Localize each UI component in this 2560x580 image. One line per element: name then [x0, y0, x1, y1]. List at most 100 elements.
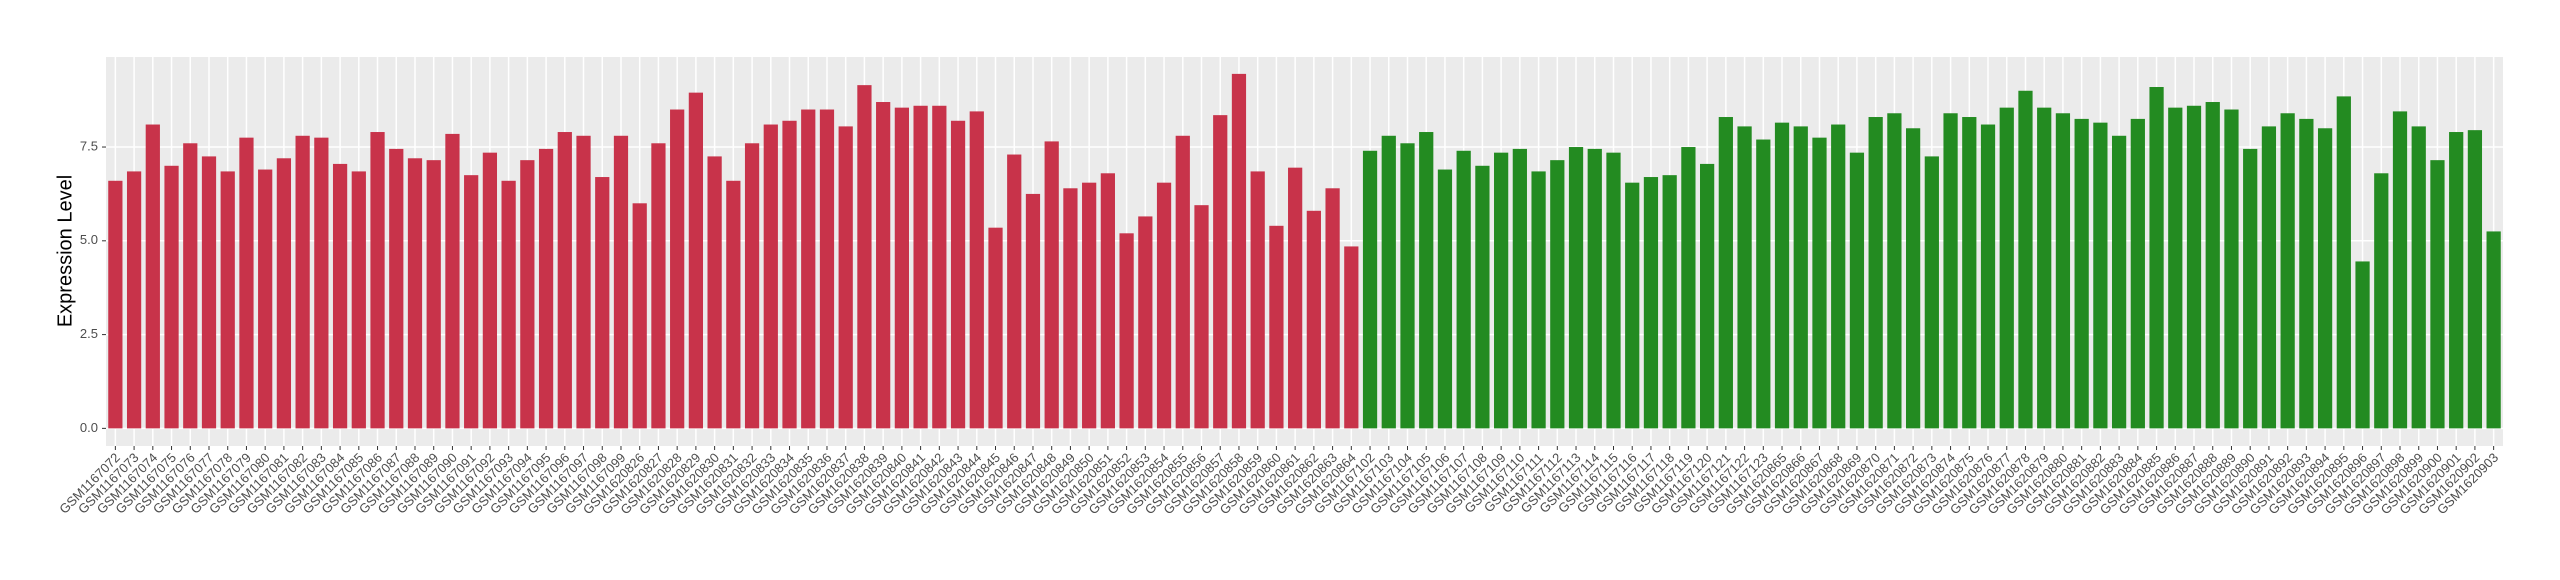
bar: [557, 132, 572, 429]
bar: [2130, 118, 2145, 429]
bar: [1025, 193, 1041, 429]
bar: [2336, 96, 2351, 429]
bar: [258, 169, 273, 429]
bar: [426, 160, 441, 429]
bar: [1831, 124, 1846, 429]
bar: [2486, 231, 2501, 429]
bar: [1250, 171, 1265, 429]
bar: [763, 124, 778, 429]
bar: [876, 102, 891, 429]
bar: [2355, 261, 2370, 429]
bar: [576, 135, 591, 429]
bar: [1999, 107, 2014, 429]
bar: [1381, 135, 1396, 429]
bar: [1288, 167, 1303, 429]
bar: [857, 85, 872, 429]
bar: [1905, 128, 1921, 429]
bar: [2449, 132, 2464, 429]
bar: [707, 156, 722, 429]
bar: [969, 111, 984, 429]
bar: [819, 109, 835, 429]
bar: [145, 124, 160, 429]
bar: [1156, 182, 1172, 429]
bar: [1774, 122, 1790, 429]
bar: [2317, 128, 2333, 429]
bar: [2018, 90, 2033, 429]
bar: [2411, 126, 2426, 429]
bar: [220, 171, 235, 429]
bar: [464, 175, 479, 429]
bar: [2111, 135, 2127, 429]
bar: [2280, 113, 2295, 429]
bar: [894, 107, 909, 429]
bar: [1568, 147, 1584, 429]
bar: [838, 126, 853, 429]
bar: [1868, 117, 1883, 429]
bar: [2467, 130, 2483, 429]
bar: [1849, 152, 1865, 429]
bar: [651, 143, 666, 429]
bar: [1044, 141, 1059, 429]
bar: [1344, 246, 1359, 429]
bar: [1325, 188, 1340, 429]
bar: [913, 105, 928, 429]
bar: [1269, 225, 1284, 429]
bar: [2299, 118, 2314, 429]
bar: [1512, 148, 1527, 429]
bar: [1456, 150, 1471, 429]
bar: [1606, 152, 1621, 429]
bar: [2149, 87, 2164, 429]
bar: [164, 165, 179, 429]
bar: [744, 143, 760, 429]
bar: [389, 148, 404, 429]
bar: [2261, 126, 2277, 429]
bar: [370, 132, 385, 429]
bar: [407, 158, 423, 429]
bar: [1812, 137, 1827, 429]
bar: [1100, 173, 1115, 429]
bar: [1962, 117, 1977, 429]
y-tick-label: 0.0: [80, 420, 98, 435]
bar: [239, 137, 254, 429]
bar: [1437, 169, 1453, 429]
bar: [108, 180, 123, 429]
bar: [2392, 111, 2408, 429]
bar: [1194, 205, 1209, 429]
bar: [183, 143, 198, 429]
bar: [801, 109, 816, 429]
bar: [1119, 233, 1134, 429]
bar: [1943, 113, 1958, 429]
bar: [726, 180, 741, 429]
bar: [1793, 126, 1808, 429]
bar: [445, 133, 460, 429]
bar: [1700, 163, 1715, 429]
bar: [295, 135, 310, 429]
bar: [2205, 102, 2220, 429]
bar: [1082, 182, 1097, 429]
bar: [1007, 154, 1022, 429]
bar: [1662, 175, 1677, 429]
bar: [2374, 173, 2389, 429]
bar: [1625, 182, 1640, 429]
bar: [613, 135, 629, 429]
bar: [1643, 177, 1659, 429]
bar: [332, 163, 348, 429]
bar: [1980, 124, 1996, 429]
y-tick-label: 2.5: [80, 326, 98, 341]
bar: [1475, 165, 1490, 429]
bar: [1737, 126, 1752, 429]
y-tick-label: 7.5: [80, 138, 98, 153]
bar: [1231, 73, 1247, 429]
y-tick-label: 5.0: [80, 232, 98, 247]
bar: [126, 171, 142, 429]
bar: [1400, 143, 1415, 429]
bar: [632, 203, 647, 429]
bar: [520, 160, 535, 429]
bar: [1306, 210, 1321, 429]
bar: [276, 158, 292, 429]
bar: [501, 180, 516, 429]
bar: [314, 137, 329, 429]
bar: [1681, 147, 1696, 429]
